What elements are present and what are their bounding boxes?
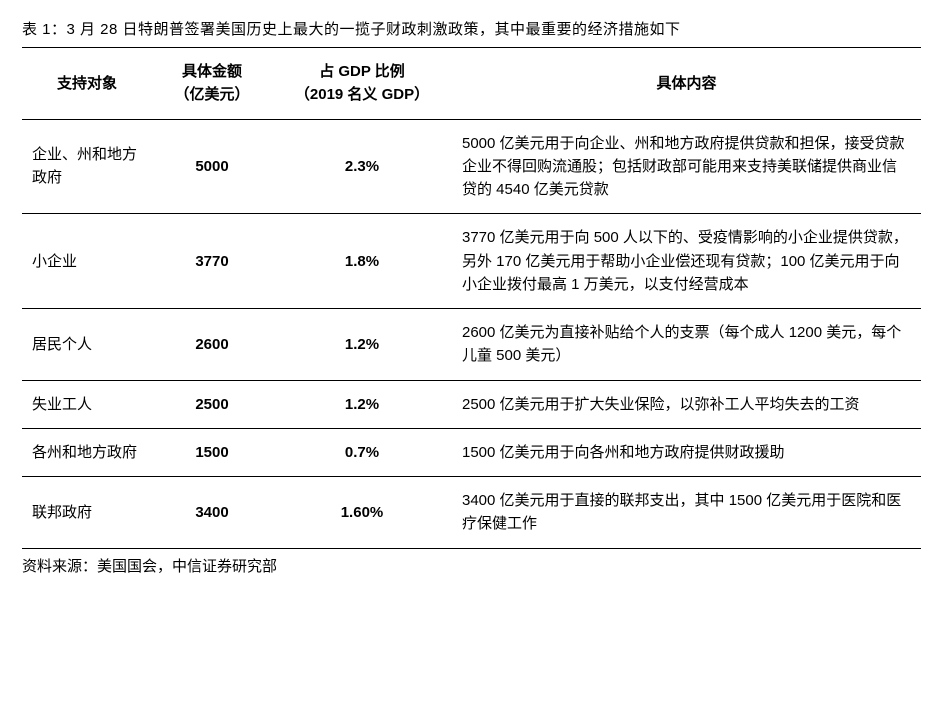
table-header-row: 支持对象 具体金额 （亿美元） 占 GDP 比例 （2019 名义 GDP） 具…	[22, 48, 921, 120]
cell-detail: 2500 亿美元用于扩大失业保险，以弥补工人平均失去的工资	[452, 380, 921, 428]
header-amount-line1: 具体金额	[162, 60, 262, 83]
table-row: 各州和地方政府 1500 0.7% 1500 亿美元用于向各州和地方政府提供财政…	[22, 428, 921, 476]
cell-amount: 1500	[152, 428, 272, 476]
cell-amount: 2600	[152, 309, 272, 381]
cell-ratio: 1.60%	[272, 477, 452, 549]
cell-target: 各州和地方政府	[22, 428, 152, 476]
cell-ratio: 0.7%	[272, 428, 452, 476]
header-ratio: 占 GDP 比例 （2019 名义 GDP）	[272, 48, 452, 120]
table-row: 居民个人 2600 1.2% 2600 亿美元为直接补贴给个人的支票（每个成人 …	[22, 309, 921, 381]
cell-detail: 5000 亿美元用于向企业、州和地方政府提供贷款和担保，接受贷款企业不得回购流通…	[452, 119, 921, 214]
cell-ratio: 1.2%	[272, 380, 452, 428]
table-row: 失业工人 2500 1.2% 2500 亿美元用于扩大失业保险，以弥补工人平均失…	[22, 380, 921, 428]
cell-target: 居民个人	[22, 309, 152, 381]
cell-ratio: 1.2%	[272, 309, 452, 381]
cell-detail: 3400 亿美元用于直接的联邦支出，其中 1500 亿美元用于医院和医疗保健工作	[452, 477, 921, 549]
cell-detail: 1500 亿美元用于向各州和地方政府提供财政援助	[452, 428, 921, 476]
cell-amount: 5000	[152, 119, 272, 214]
cell-detail: 2600 亿美元为直接补贴给个人的支票（每个成人 1200 美元，每个儿童 50…	[452, 309, 921, 381]
header-amount-line2: （亿美元）	[162, 83, 262, 106]
table-row: 企业、州和地方政府 5000 2.3% 5000 亿美元用于向企业、州和地方政府…	[22, 119, 921, 214]
stimulus-table: 支持对象 具体金额 （亿美元） 占 GDP 比例 （2019 名义 GDP） 具…	[22, 47, 921, 549]
cell-ratio: 1.8%	[272, 214, 452, 309]
cell-target: 失业工人	[22, 380, 152, 428]
header-ratio-line2: （2019 名义 GDP）	[282, 83, 442, 106]
table-row: 小企业 3770 1.8% 3770 亿美元用于向 500 人以下的、受疫情影响…	[22, 214, 921, 309]
cell-amount: 2500	[152, 380, 272, 428]
cell-amount: 3400	[152, 477, 272, 549]
cell-ratio: 2.3%	[272, 119, 452, 214]
cell-detail: 3770 亿美元用于向 500 人以下的、受疫情影响的小企业提供贷款，另外 17…	[452, 214, 921, 309]
header-amount: 具体金额 （亿美元）	[152, 48, 272, 120]
header-detail: 具体内容	[452, 48, 921, 120]
cell-target: 企业、州和地方政府	[22, 119, 152, 214]
table-row: 联邦政府 3400 1.60% 3400 亿美元用于直接的联邦支出，其中 150…	[22, 477, 921, 549]
cell-target: 联邦政府	[22, 477, 152, 549]
header-target: 支持对象	[22, 48, 152, 120]
cell-amount: 3770	[152, 214, 272, 309]
cell-target: 小企业	[22, 214, 152, 309]
data-source: 资料来源：美国国会，中信证券研究部	[22, 555, 921, 576]
header-ratio-line1: 占 GDP 比例	[282, 60, 442, 83]
table-title: 表 1：3 月 28 日特朗普签署美国历史上最大的一揽子财政刺激政策，其中最重要…	[22, 18, 921, 39]
